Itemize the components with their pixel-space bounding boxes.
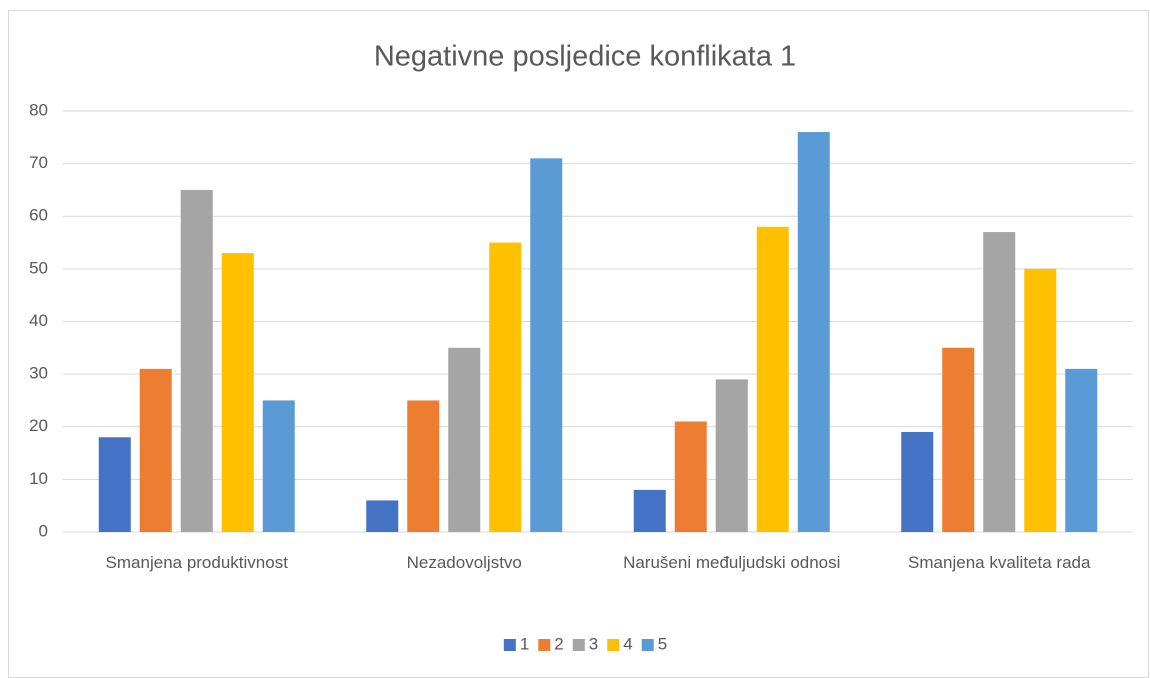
y-tick-label: 70 [29, 153, 48, 172]
bar [448, 347, 481, 532]
legend-swatch [503, 639, 516, 651]
bar [1065, 368, 1098, 532]
bar [366, 500, 399, 532]
x-tick-label: Smanjena produktivnost [105, 553, 288, 572]
x-tick-label: Narušeni međuljudski odnosi [623, 553, 841, 572]
bar [407, 400, 440, 532]
bar [797, 132, 830, 533]
bar [530, 158, 563, 533]
legend-swatch [538, 639, 551, 651]
legend-swatch [607, 639, 620, 651]
bar [180, 189, 213, 532]
legend-label: 2 [554, 634, 563, 653]
bar [1024, 268, 1057, 532]
bar [98, 437, 131, 532]
bar [674, 421, 707, 532]
x-tick-label: Smanjena kvaliteta rada [908, 553, 1091, 572]
bar [139, 368, 172, 532]
bar [942, 347, 975, 532]
legend-label: 4 [623, 634, 632, 653]
y-tick-label: 20 [29, 416, 48, 435]
legend-swatch [641, 639, 654, 651]
y-tick-label: 10 [29, 469, 48, 488]
legend-label: 1 [520, 634, 529, 653]
y-tick-label: 60 [29, 206, 48, 225]
legend-swatch [572, 639, 585, 651]
y-tick-label: 0 [39, 521, 48, 540]
bar [901, 432, 934, 532]
x-tick-label: Nezadovoljstvo [406, 553, 522, 572]
bar [489, 242, 522, 532]
legend-label: 5 [658, 634, 667, 653]
y-tick-label: 80 [29, 100, 48, 119]
y-tick-label: 50 [29, 258, 48, 277]
bar [221, 253, 254, 532]
bar [756, 226, 789, 532]
bar [715, 379, 748, 532]
bar [633, 489, 666, 532]
bar [262, 400, 295, 532]
y-tick-label: 40 [29, 311, 48, 330]
legend-label: 3 [589, 634, 598, 653]
bar [983, 232, 1016, 532]
chart-title: Negativne posljedice konflikata 1 [374, 41, 796, 73]
y-tick-label: 30 [29, 364, 48, 383]
